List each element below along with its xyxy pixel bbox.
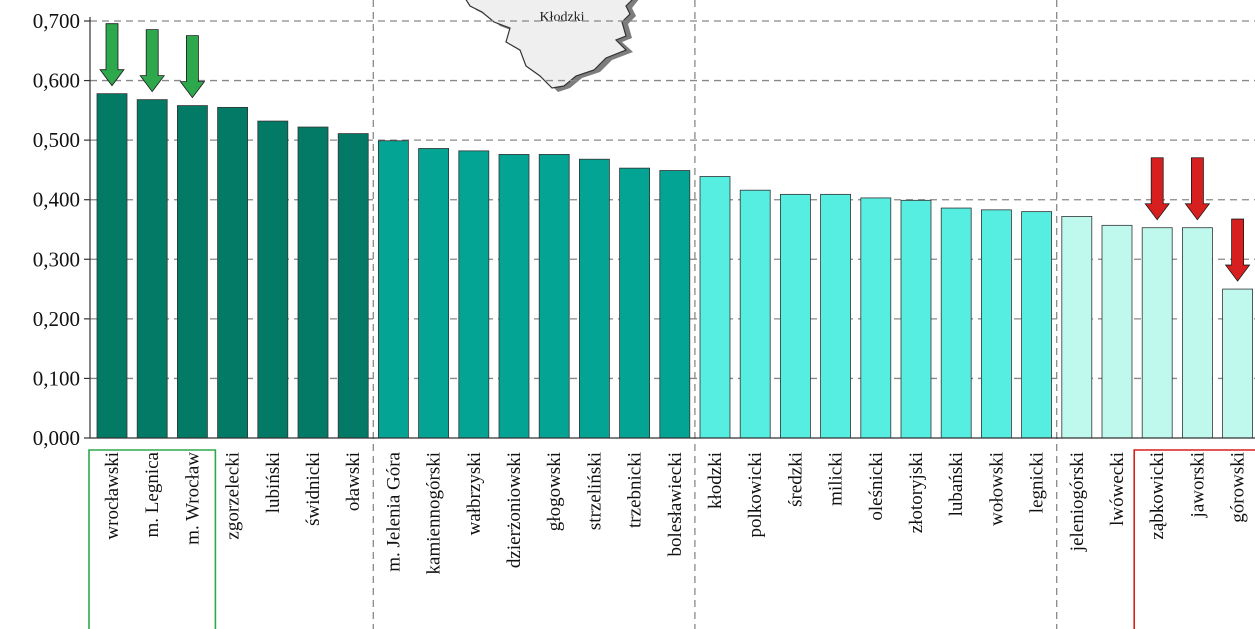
y-axis: 0,000 0,100 0,200 0,300 0,400 0,500 0,600 0,700 [33, 9, 91, 450]
bar-9 [458, 150, 490, 439]
y-tick-label: 0,600 [33, 69, 80, 93]
x-tick-label: zgorzelecki [223, 452, 244, 540]
x-tick-label: jeleniogórski [1067, 452, 1088, 552]
bar-25 [1101, 224, 1133, 439]
x-tick-label: bolesławiecki [665, 452, 686, 556]
x-tick-label: m. Wrocław [182, 452, 203, 545]
bottom-highlight-box [1133, 449, 1255, 629]
x-tick-label: ząbkowicki [1147, 452, 1168, 540]
y-tick-label: 0,300 [33, 247, 80, 271]
x-tick-label: lubiński [263, 452, 284, 513]
bar-4 [257, 120, 289, 439]
x-tick-label: oleśnicki [866, 452, 887, 521]
bar-26 [1141, 227, 1173, 439]
highlight-overlays [88, 23, 1255, 629]
bar-12 [579, 158, 610, 439]
y-tick-label: 0,100 [33, 366, 80, 390]
x-tick-label: milicki [826, 452, 847, 506]
bar-13 [619, 167, 650, 439]
bottom-performer-arrow-icon [1224, 218, 1251, 282]
bar-3 [217, 106, 249, 439]
top-performer-arrow-icon [99, 23, 125, 87]
bar-7 [377, 140, 409, 439]
bar-6 [337, 133, 369, 439]
y-tick-label: 0,500 [33, 128, 80, 152]
x-tick-label: górowski [1228, 452, 1249, 523]
bar-22 [981, 209, 1012, 439]
x-tick-label: strzeliński [584, 452, 605, 530]
x-tick-label: trzebnicki [625, 452, 646, 528]
x-tick-label: kłodzki [705, 452, 726, 509]
bar-27 [1182, 227, 1213, 439]
bar-0 [96, 93, 128, 439]
x-tick-label: kamiennogórski [424, 452, 445, 574]
x-tick-label: wrocławski [102, 452, 123, 540]
bar-24 [1061, 215, 1093, 439]
x-tick-label: wałbrzyski [464, 452, 485, 535]
bar-8 [418, 148, 450, 439]
x-tick-label: średzki [785, 452, 806, 507]
bar-15 [699, 176, 731, 439]
bar-18 [820, 193, 851, 439]
x-tick-label: polkowicki [745, 452, 766, 538]
bar-28 [1222, 288, 1253, 439]
bar-23 [1021, 211, 1052, 439]
y-tick-label: 0,000 [33, 426, 80, 450]
bar-11 [538, 154, 570, 439]
bar-19 [860, 197, 892, 439]
y-tick-label: 0,400 [33, 188, 80, 212]
bar-2 [176, 105, 208, 439]
x-tick-label: jaworski [1187, 452, 1208, 518]
bar-14 [659, 170, 691, 439]
x-tick-label: legnicki [1027, 452, 1048, 513]
bottom-performer-arrow-icon [1144, 157, 1170, 221]
top-highlight-box [88, 449, 217, 629]
x-tick-label: złotoryjski [906, 452, 927, 533]
bar-21 [940, 207, 972, 439]
map-inset: Kłodzki [465, 0, 639, 92]
bottom-performer-arrow-icon [1184, 157, 1211, 221]
x-tick-label: głogowski [544, 452, 565, 531]
x-tick-label: m. Legnica [142, 451, 163, 537]
bar-17 [780, 193, 811, 439]
bar-20 [900, 199, 932, 439]
bar-16 [739, 189, 771, 439]
top-performer-arrow-icon [139, 29, 165, 93]
x-tick-label: lwówecki [1107, 452, 1128, 526]
x-tick-label: wołowski [986, 452, 1007, 526]
x-tick-label: dzierżoniowski [504, 452, 525, 568]
map-label: Kłodzki [539, 10, 584, 25]
y-tick-label: 0,700 [33, 9, 80, 33]
bar-1 [136, 99, 168, 439]
y-tick-label: 0,200 [33, 307, 80, 331]
x-tick-label: m. Jelenia Góra [383, 451, 404, 571]
x-tick-label: oławski [343, 452, 364, 511]
x-axis: wrocławski m. Legnica m. Wrocław zgorzeleck… [90, 437, 1255, 574]
bars [96, 93, 1253, 439]
bar-10 [498, 154, 530, 439]
top-performer-arrow-icon [179, 35, 206, 99]
x-tick-label: lubański [946, 452, 967, 516]
bar-5 [297, 126, 329, 439]
x-tick-label: świdnicki [303, 452, 324, 526]
